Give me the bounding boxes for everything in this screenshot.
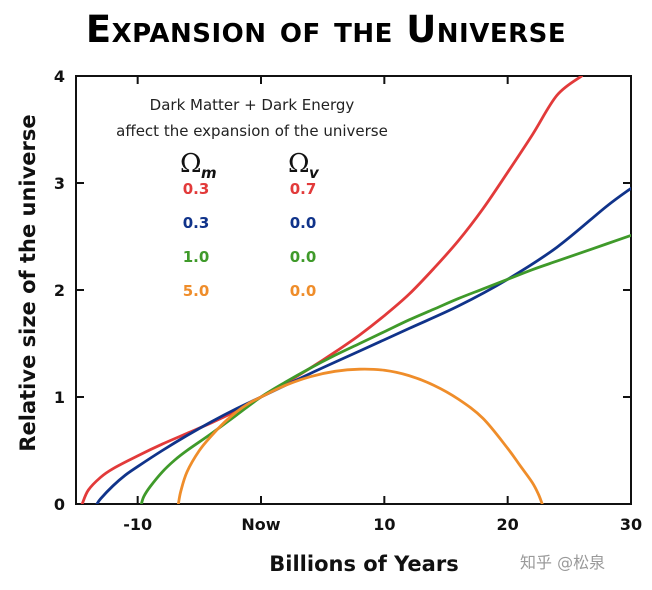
legend-omega-m-value: 0.3: [183, 214, 210, 232]
legend-annotation: Dark Matter + Dark Energy affect the exp…: [116, 96, 388, 300]
x-axis-ticks: -10 Now 10 20 30: [123, 76, 642, 534]
legend-omega-v-value: 0.0: [290, 214, 317, 232]
series-line-omega-1.0-0.0: [139, 234, 631, 504]
y-axis-title: Relative size of the universe: [16, 114, 40, 451]
x-axis-title: Billions of Years: [269, 552, 458, 576]
y-tick-label: 2: [54, 281, 65, 300]
plot-frame: [75, 75, 632, 505]
legend-omega-m-value: 0.3: [183, 180, 210, 198]
watermark: 知乎 @松泉: [520, 553, 606, 572]
omega-m-subscript: m: [201, 164, 217, 182]
series-layer: [80, 76, 631, 504]
y-tick-label: 3: [54, 174, 65, 193]
x-tick-label: 20: [497, 515, 519, 534]
y-tick-label: 1: [54, 388, 65, 407]
legend-omega-m-value: 5.0: [183, 282, 210, 300]
legend-omega-v-value: 0.0: [290, 282, 317, 300]
legend-omega-v-value: 0.0: [290, 248, 317, 266]
series-line-omega-0.3-0.7: [80, 76, 584, 504]
x-tick-label: Now: [241, 515, 280, 534]
x-tick-label: 10: [373, 515, 395, 534]
omega-v-subscript: v: [309, 164, 320, 182]
legend-omega-m-value: 1.0: [183, 248, 210, 266]
chart-title: Expansion of the Universe: [85, 8, 567, 51]
chart-title-wrap: Expansion of the Universe: [0, 8, 652, 51]
omega-m-header: Ω: [180, 149, 202, 179]
plot-border: [75, 75, 632, 505]
x-tick-label: -10: [123, 515, 152, 534]
y-tick-label: 0: [54, 495, 65, 514]
omega-v-header: Ω: [288, 149, 310, 179]
series-line-omega-5.0-0.0: [176, 367, 544, 504]
annotation-line-1: Dark Matter + Dark Energy: [150, 96, 355, 114]
annotation-line-2: affect the expansion of the universe: [116, 122, 388, 140]
x-tick-label: 30: [620, 515, 642, 534]
legend-rows: 0.3 0.7 0.3 0.0 1.0 0.0 5.0 0.0: [183, 180, 317, 300]
legend-omega-v-value: 0.7: [290, 180, 317, 198]
y-tick-label: 4: [54, 67, 65, 86]
